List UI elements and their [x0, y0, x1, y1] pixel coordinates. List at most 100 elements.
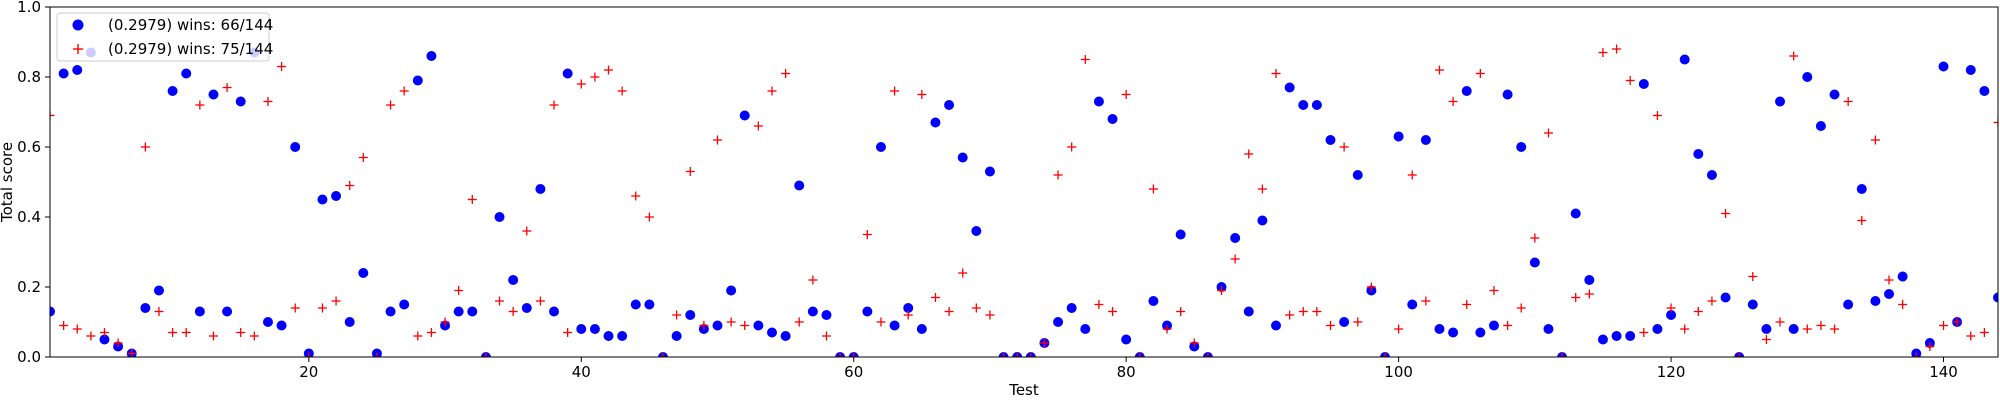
series-2-point	[141, 143, 150, 152]
series-2-point	[522, 227, 531, 236]
series-2-point	[1598, 48, 1607, 57]
series-1-point	[862, 307, 872, 317]
x-tick-label: 20	[299, 363, 318, 381]
series-1-point	[726, 286, 736, 296]
series-1-point	[1830, 90, 1840, 100]
series-2-point	[1517, 304, 1526, 313]
series-1-point	[1326, 135, 1336, 145]
series-1-point	[1353, 170, 1363, 180]
series-2-point	[86, 332, 95, 341]
x-tick-label: 140	[1929, 363, 1958, 381]
series-1-point	[345, 317, 355, 327]
series-2-point	[1707, 297, 1716, 306]
series-2-point	[1421, 297, 1430, 306]
series-2-point	[1680, 325, 1689, 334]
series-2-point	[550, 101, 559, 110]
series-2-point	[1094, 300, 1103, 309]
series-2-point	[1748, 272, 1757, 281]
series-1-point	[1108, 114, 1118, 124]
series-1-point	[1080, 324, 1090, 334]
legend-label-series-2: (0.2979) wins: 75/144	[108, 40, 273, 58]
series-1-point	[753, 321, 763, 331]
series-2-point	[1054, 171, 1063, 180]
series-1-point	[930, 118, 940, 128]
series-2-point	[1449, 97, 1458, 106]
series-1-point	[1612, 331, 1622, 341]
series-2-point	[1258, 185, 1267, 194]
series-2-point	[1816, 321, 1825, 330]
series-1-point	[1761, 324, 1771, 334]
series-2-point	[781, 69, 790, 78]
series-1-point	[1339, 317, 1349, 327]
series-2-point	[713, 136, 722, 145]
y-axis-title: Total score	[0, 142, 16, 223]
series-1-point	[1394, 132, 1404, 142]
series-2-point	[413, 332, 422, 341]
y-tick-label: 0.8	[17, 68, 41, 86]
series-1-point	[958, 153, 968, 163]
y-tick-label: 0.0	[17, 348, 41, 366]
series-1-point	[1516, 142, 1526, 152]
series-2-point	[985, 311, 994, 320]
series-1-point	[563, 69, 573, 79]
plot-frame	[50, 7, 1998, 357]
series-1-point	[767, 328, 777, 338]
series-1-point	[508, 275, 518, 285]
series-1-point	[277, 321, 287, 331]
series-2-point	[1994, 118, 2000, 127]
series-2-point	[1857, 216, 1866, 225]
series-1-point	[1816, 121, 1826, 131]
series-1-point	[1625, 331, 1635, 341]
series-1-point	[808, 307, 818, 317]
series-2-point	[767, 87, 776, 96]
series-2-point	[1353, 318, 1362, 327]
series-2-point	[808, 276, 817, 285]
series-1-point	[140, 303, 150, 313]
series-1-point	[1993, 293, 2000, 303]
series-1-point	[1652, 324, 1662, 334]
series-1-point	[617, 331, 627, 341]
series-1-point	[1448, 328, 1458, 338]
series-2-point	[1885, 276, 1894, 285]
series-2-point	[686, 167, 695, 176]
series-2-point	[250, 332, 259, 341]
series-1-point	[1257, 216, 1267, 226]
x-tick-label: 100	[1384, 363, 1413, 381]
series-1-point	[672, 331, 682, 341]
series-1-point	[549, 307, 559, 317]
series-1-point	[1639, 79, 1649, 89]
series-2-point	[536, 297, 545, 306]
series-2-point	[1530, 234, 1539, 243]
series-2-point	[1585, 290, 1594, 299]
series-2-point	[1272, 69, 1281, 78]
series-1-point	[821, 310, 831, 320]
series-1-point	[1721, 293, 1731, 303]
series-2-point	[1844, 97, 1853, 106]
series-2-point	[1762, 335, 1771, 344]
series-1-point	[876, 142, 886, 152]
series-2-point	[577, 80, 586, 89]
series-1-point	[168, 86, 178, 96]
series-1-point	[685, 310, 695, 320]
series-1-point	[985, 167, 995, 177]
series-1-point	[1176, 230, 1186, 240]
series-1-point	[944, 100, 954, 110]
series-1-point	[604, 331, 614, 341]
series-2-point	[563, 328, 572, 337]
series-2-point	[359, 153, 368, 162]
series-1-point	[1434, 324, 1444, 334]
series-2-point	[1694, 307, 1703, 316]
series-1-point	[467, 307, 477, 317]
series-2-point	[1489, 286, 1498, 295]
series-2-point	[1285, 311, 1294, 320]
series-2-point	[1544, 129, 1553, 138]
series-1-point	[1693, 149, 1703, 159]
series-2-point	[917, 90, 926, 99]
series-2-point	[1435, 66, 1444, 75]
series-1-point	[1298, 100, 1308, 110]
series-1-point	[631, 300, 641, 310]
series-1-point	[1680, 55, 1690, 65]
series-1-point	[644, 300, 654, 310]
series-2-point	[958, 269, 967, 278]
series-1-point	[1271, 321, 1281, 331]
